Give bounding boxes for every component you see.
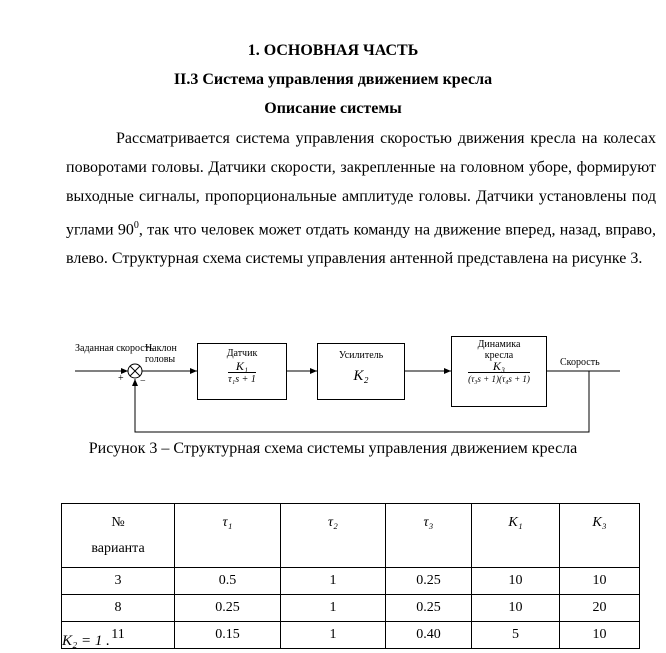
chair-den: (τ₃s + 1)(τ₄s + 1) xyxy=(468,374,530,384)
header-tau2: τ₂ xyxy=(280,503,386,568)
table-row: 11 0.15 1 0.40 5 10 xyxy=(61,621,640,649)
table-header-row: № варианта τ₁ τ₂ τ₃ K₁ K₃ xyxy=(61,503,640,568)
table-row: 3 0.5 1 0.25 10 10 xyxy=(61,567,640,595)
subsection-heading: II.3 Система управления движением кресла xyxy=(173,71,493,88)
description-heading: Описание системы xyxy=(264,100,402,117)
header-variant: № варианта xyxy=(61,503,175,568)
sensor-den: τ₁s + 1 xyxy=(228,374,256,385)
sum-label: Наклон головы xyxy=(145,343,177,365)
header-k1: K₁ xyxy=(471,503,560,568)
sensor-num: K₁ xyxy=(228,360,256,373)
amplifier-gain: K₂ xyxy=(353,368,369,384)
chair-dynamics-title: Динамика кресла xyxy=(477,339,521,361)
k2-note: K₂ = 1 . xyxy=(62,633,110,649)
figure-caption: Рисунок 3 – Структурная схема системы уп… xyxy=(88,440,578,457)
sensor-title: Датчик xyxy=(226,348,258,359)
header-tau3: τ₃ xyxy=(385,503,472,568)
output-label: Скорость xyxy=(560,357,600,368)
section-heading: 1. ОСНОВНАЯ ЧАСТЬ xyxy=(247,42,419,59)
header-tau1: τ₁ xyxy=(174,503,281,568)
header-k3: K₃ xyxy=(559,503,640,568)
table-row: 8 0.25 1 0.25 10 20 xyxy=(61,594,640,622)
amplifier-block: Усилитель K₂ xyxy=(317,343,405,400)
plus-sign: + xyxy=(118,373,124,384)
sensor-block: Датчик K₁ τ₁s + 1 xyxy=(197,343,287,400)
chair-num: K₃ xyxy=(468,360,530,373)
input-label: Заданная скорость xyxy=(75,343,154,354)
amplifier-title: Усилитель xyxy=(338,350,384,361)
variants-table: № варианта τ₁ τ₂ τ₃ K₁ K₃ 3 0.5 1 0.25 10 10 8… xyxy=(61,503,640,649)
chair-dynamics-block: Динамика кресла K₃ (τ₃s + 1)(τ₄s + 1) xyxy=(451,336,547,407)
description-paragraph: Рассматривается система управления скоро… xyxy=(66,130,657,268)
minus-sign: − xyxy=(140,376,146,387)
